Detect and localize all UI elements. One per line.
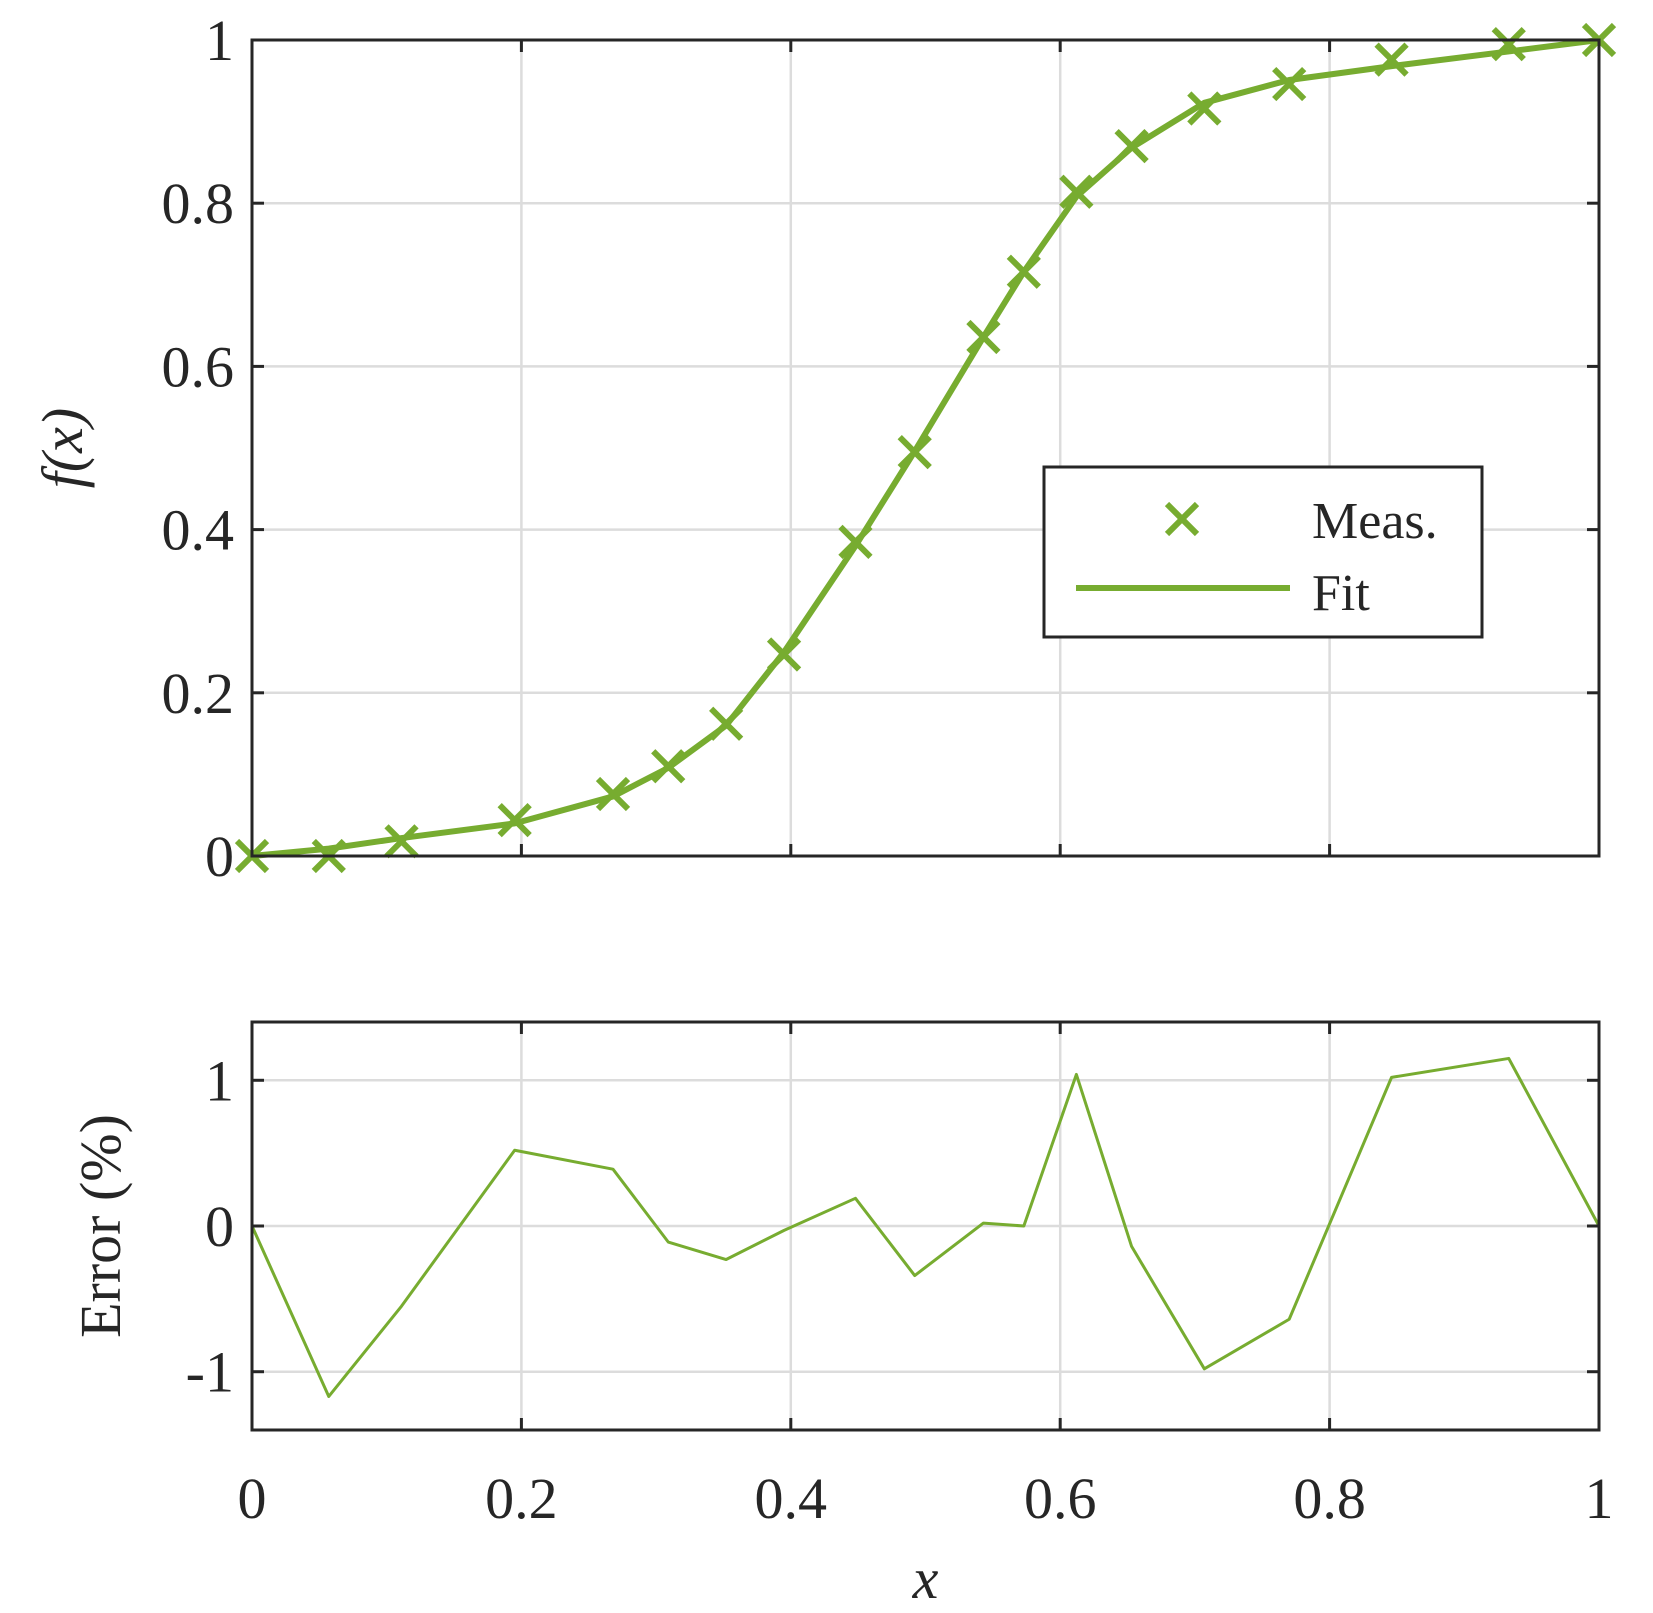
fx-y-tick-label: 1 <box>205 8 234 73</box>
meas-point <box>1187 91 1222 126</box>
legend-box <box>1042 465 1484 639</box>
fx-plot-ticks <box>250 38 1601 858</box>
meas-point <box>1059 174 1094 209</box>
meas-point <box>1272 66 1307 102</box>
meas-point <box>838 524 873 559</box>
error-y-tick-labels: -1 0 1 <box>186 1048 234 1404</box>
meas-point <box>595 776 631 812</box>
error-plot-grid <box>252 1022 1599 1430</box>
meas-point <box>709 706 744 741</box>
fx-y-axis-label-text: f(x) <box>30 408 95 489</box>
error-y-tick-label: -1 <box>186 1340 234 1405</box>
x-tick-label: 0.6 <box>1024 1466 1097 1531</box>
error-plot-ticks <box>250 1022 1601 1430</box>
x-tick-label: 0 <box>238 1466 267 1531</box>
meas-point <box>1114 128 1149 164</box>
legend-meas-marker <box>1164 501 1200 537</box>
error-series <box>250 1056 1601 1398</box>
fx-plot-grid <box>252 40 1599 856</box>
x-tick-label: 0.8 <box>1293 1466 1366 1531</box>
fx-plot-panel: 0 0.2 0.4 0.6 0.8 1 f(x) Meas. Fit <box>30 8 1617 889</box>
fit-line <box>251 37 1600 859</box>
meas-point <box>384 824 419 859</box>
error-plot-panel: -101 0 0.2 0.4 0.6 0.8 1 Error (%) x <box>68 1020 1614 1611</box>
meas-point <box>966 319 1001 355</box>
fx-y-axis-label: f(x) <box>30 408 95 489</box>
x-axis-label: x <box>912 1546 939 1611</box>
x-tick-label: 0.4 <box>755 1466 828 1531</box>
meas-point <box>497 802 532 838</box>
error-line <box>250 1056 1601 1398</box>
fx-y-tick-label: 0.2 <box>162 661 235 726</box>
error-y-tick-label: 1 <box>205 1048 234 1113</box>
error-y-tick-label: 0 <box>205 1194 234 1259</box>
fx-fit-series <box>251 37 1600 859</box>
fx-y-tick-label: 0.4 <box>162 498 235 563</box>
fx-plot-frame <box>250 38 1601 858</box>
fx-y-tick-label: 0 <box>205 824 234 889</box>
meas-point <box>766 637 802 672</box>
x-tick-label: 1 <box>1585 1466 1614 1531</box>
fx-y-tick-label: 0.6 <box>162 334 235 399</box>
meas-point <box>651 749 686 784</box>
meas-point <box>1491 26 1526 62</box>
x-tick-label: 0.2 <box>485 1466 558 1531</box>
fx-measurement-series <box>234 22 1617 874</box>
legend: Meas. Fit <box>1042 465 1484 639</box>
error-y-axis-label: Error (%) <box>68 1114 133 1338</box>
meas-point <box>1374 42 1409 77</box>
meas-point <box>1006 254 1041 289</box>
fx-y-tick-labels: 0 0.2 0.4 0.6 0.8 1 <box>162 8 235 889</box>
legend-fit-label: Fit <box>1312 565 1370 622</box>
x-tick-labels: 0 0.2 0.4 0.6 0.8 1 <box>238 1466 1614 1531</box>
meas-point <box>897 434 932 470</box>
legend-meas-label: Meas. <box>1312 493 1438 550</box>
fx-y-tick-label: 0.8 <box>162 171 235 236</box>
